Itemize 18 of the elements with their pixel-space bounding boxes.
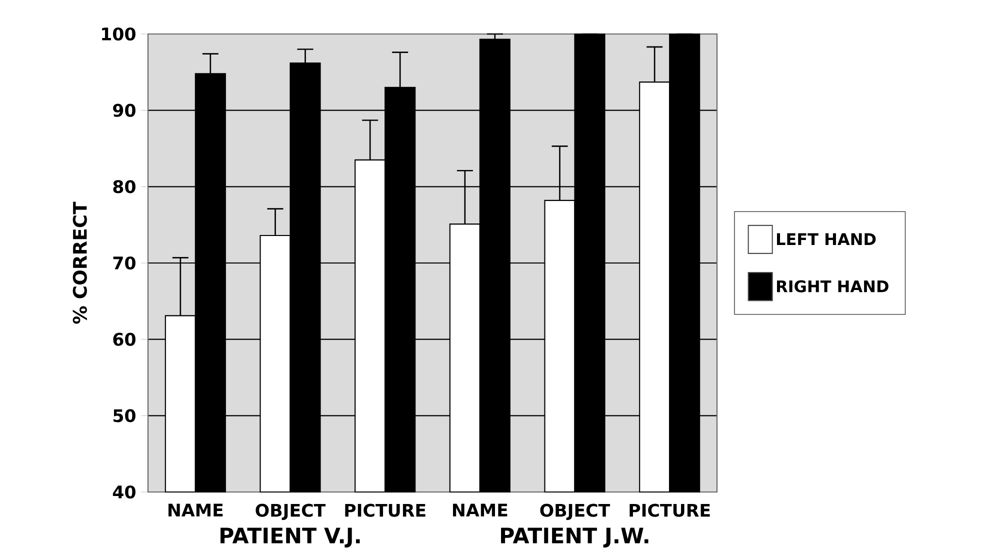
y-tick-label: 80: [113, 180, 136, 194]
y-tick-label: 50: [114, 409, 136, 422]
y-tick-label: 70: [113, 256, 136, 270]
legend-label: RIGHT HAND: [777, 280, 888, 292]
y-tick-label: 60: [113, 332, 136, 346]
x-tick-label: NAME: [453, 504, 508, 516]
y-tick-label: 90: [113, 104, 136, 117]
x-tick-label: OBJECT: [540, 504, 610, 520]
x-tick-label: NAME: [168, 504, 223, 516]
x-tick-label: PICTURE: [345, 504, 426, 517]
y-tick-label: 40: [112, 485, 136, 499]
x-tick-label: PICTURE: [630, 504, 710, 517]
y-tick-label: 100: [102, 27, 136, 41]
text: PATIENT J.W.: [501, 528, 648, 548]
legend-label: LEFT HAND: [777, 233, 876, 245]
x-tick-label: OBJECT: [256, 504, 326, 520]
y-axis-title: % CORRECT: [72, 202, 87, 324]
text: PATIENT V.J.: [220, 528, 360, 548]
